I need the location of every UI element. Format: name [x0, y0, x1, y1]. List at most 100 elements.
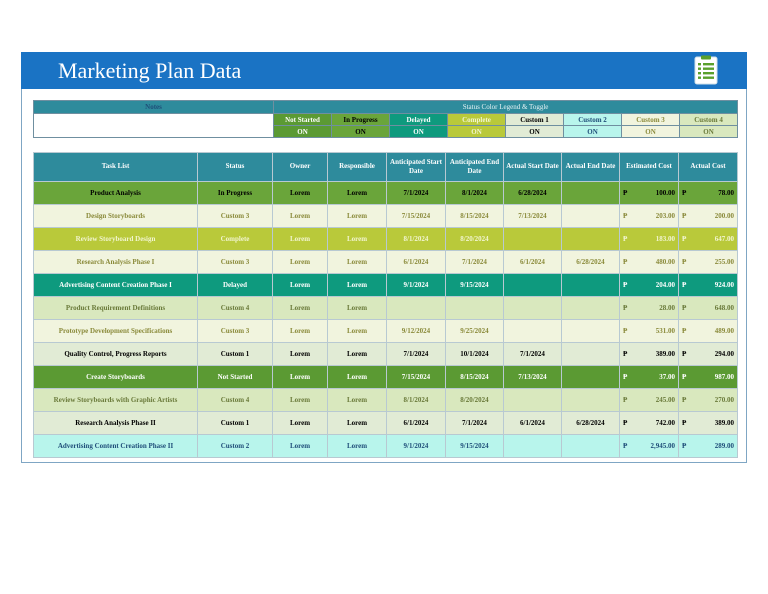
- task-status[interactable]: Custom 3: [197, 319, 273, 343]
- task-status[interactable]: Delayed: [197, 273, 273, 297]
- anticipated-end[interactable]: 8/15/2024: [445, 204, 504, 228]
- task-name[interactable]: Research Analysis Phase II: [33, 411, 198, 435]
- actual-start[interactable]: 6/28/2024: [503, 181, 562, 205]
- task-status[interactable]: Custom 3: [197, 250, 273, 274]
- anticipated-start[interactable]: 7/15/2024: [386, 365, 446, 389]
- status-toggle[interactable]: ON: [678, 125, 739, 138]
- anticipated-end[interactable]: 7/1/2024: [445, 411, 504, 435]
- actual-start[interactable]: 7/13/2024: [503, 365, 562, 389]
- task-responsible[interactable]: Lorem: [327, 365, 387, 389]
- anticipated-end[interactable]: 7/1/2024: [445, 250, 504, 274]
- task-name[interactable]: Review Storyboard Design: [33, 227, 198, 251]
- task-name[interactable]: Prototype Development Specifications: [33, 319, 198, 343]
- status-toggle[interactable]: ON: [505, 125, 564, 138]
- actual-end[interactable]: [561, 388, 620, 412]
- actual-cost[interactable]: ₱ 255.00: [678, 250, 738, 274]
- estimated-cost[interactable]: ₱ 245.00: [619, 388, 679, 412]
- actual-start[interactable]: 6/1/2024: [503, 411, 562, 435]
- anticipated-end[interactable]: 8/20/2024: [445, 388, 504, 412]
- anticipated-start[interactable]: [386, 296, 446, 320]
- actual-cost[interactable]: ₱ 987.00: [678, 365, 738, 389]
- task-responsible[interactable]: Lorem: [327, 296, 387, 320]
- anticipated-start[interactable]: 8/1/2024: [386, 227, 446, 251]
- actual-start[interactable]: [503, 434, 562, 458]
- actual-end[interactable]: 6/28/2024: [561, 411, 620, 435]
- task-responsible[interactable]: Lorem: [327, 204, 387, 228]
- task-status[interactable]: Custom 4: [197, 388, 273, 412]
- actual-end[interactable]: 6/28/2024: [561, 250, 620, 274]
- task-owner[interactable]: Lorem: [272, 342, 328, 366]
- task-name[interactable]: Quality Control, Progress Reports: [33, 342, 198, 366]
- table-row[interactable]: Quality Control, Progress Reports Custom …: [33, 342, 738, 366]
- anticipated-start[interactable]: 9/1/2024: [386, 434, 446, 458]
- actual-start[interactable]: [503, 319, 562, 343]
- actual-cost[interactable]: ₱ 648.00: [678, 296, 738, 320]
- anticipated-start[interactable]: 6/1/2024: [386, 411, 446, 435]
- actual-end[interactable]: [561, 227, 620, 251]
- anticipated-end[interactable]: 10/1/2024: [445, 342, 504, 366]
- actual-start[interactable]: 7/1/2024: [503, 342, 562, 366]
- table-row[interactable]: Research Analysis Phase II Custom 1 Lorem L…: [33, 411, 738, 435]
- task-owner[interactable]: Lorem: [272, 296, 328, 320]
- actual-cost[interactable]: ₱ 270.00: [678, 388, 738, 412]
- table-row[interactable]: Prototype Development Specifications Cust…: [33, 319, 738, 343]
- task-owner[interactable]: Lorem: [272, 273, 328, 297]
- task-status[interactable]: Not Started: [197, 365, 273, 389]
- anticipated-end[interactable]: [445, 296, 504, 320]
- task-name[interactable]: Advertising Content Creation Phase II: [33, 434, 198, 458]
- actual-end[interactable]: [561, 342, 620, 366]
- actual-start[interactable]: [503, 273, 562, 297]
- actual-end[interactable]: [561, 296, 620, 320]
- anticipated-end[interactable]: 8/20/2024: [445, 227, 504, 251]
- anticipated-start[interactable]: 7/1/2024: [386, 181, 446, 205]
- actual-end[interactable]: [561, 273, 620, 297]
- table-row[interactable]: Research Analysis Phase I Custom 3 Lorem Lo…: [33, 250, 738, 274]
- estimated-cost[interactable]: ₱ 37.00: [619, 365, 679, 389]
- anticipated-start[interactable]: 9/1/2024: [386, 273, 446, 297]
- task-name[interactable]: Advertising Content Creation Phase I: [33, 273, 198, 297]
- task-owner[interactable]: Lorem: [272, 319, 328, 343]
- task-status[interactable]: Custom 1: [197, 411, 273, 435]
- table-row[interactable]: Advertising Content Creation Phase II Cus…: [33, 434, 738, 458]
- status-toggle[interactable]: ON: [621, 125, 680, 138]
- task-status[interactable]: Custom 4: [197, 296, 273, 320]
- actual-cost[interactable]: ₱ 294.00: [678, 342, 738, 366]
- checklist-icon[interactable]: [694, 55, 718, 85]
- task-responsible[interactable]: Lorem: [327, 273, 387, 297]
- table-row[interactable]: Product Analysis In Progress Lorem Lorem 7/1…: [33, 181, 738, 205]
- anticipated-start[interactable]: 7/15/2024: [386, 204, 446, 228]
- actual-cost[interactable]: ₱ 200.00: [678, 204, 738, 228]
- task-responsible[interactable]: Lorem: [327, 434, 387, 458]
- task-responsible[interactable]: Lorem: [327, 388, 387, 412]
- anticipated-start[interactable]: 6/1/2024: [386, 250, 446, 274]
- actual-start[interactable]: 6/1/2024: [503, 250, 562, 274]
- actual-start[interactable]: [503, 388, 562, 412]
- estimated-cost[interactable]: ₱ 100.00: [619, 181, 679, 205]
- anticipated-end[interactable]: 8/15/2024: [445, 365, 504, 389]
- anticipated-start[interactable]: 9/12/2024: [386, 319, 446, 343]
- status-toggle[interactable]: ON: [563, 125, 622, 138]
- task-owner[interactable]: Lorem: [272, 388, 328, 412]
- task-responsible[interactable]: Lorem: [327, 411, 387, 435]
- actual-end[interactable]: [561, 319, 620, 343]
- anticipated-end[interactable]: 9/15/2024: [445, 273, 504, 297]
- task-status[interactable]: Custom 2: [197, 434, 273, 458]
- task-owner[interactable]: Lorem: [272, 411, 328, 435]
- task-responsible[interactable]: Lorem: [327, 181, 387, 205]
- status-toggle[interactable]: ON: [447, 125, 506, 138]
- estimated-cost[interactable]: ₱ 28.00: [619, 296, 679, 320]
- notes-field[interactable]: [33, 113, 274, 138]
- anticipated-end[interactable]: 8/1/2024: [445, 181, 504, 205]
- task-responsible[interactable]: Lorem: [327, 250, 387, 274]
- actual-cost[interactable]: ₱ 289.00: [678, 434, 738, 458]
- task-name[interactable]: Product Requirement Definitions: [33, 296, 198, 320]
- actual-start[interactable]: [503, 296, 562, 320]
- task-responsible[interactable]: Lorem: [327, 227, 387, 251]
- status-toggle[interactable]: ON: [331, 125, 390, 138]
- table-row[interactable]: Review Storyboards with Graphic Artists C…: [33, 388, 738, 412]
- estimated-cost[interactable]: ₱ 531.00: [619, 319, 679, 343]
- actual-end[interactable]: [561, 434, 620, 458]
- task-owner[interactable]: Lorem: [272, 365, 328, 389]
- task-name[interactable]: Create Storyboards: [33, 365, 198, 389]
